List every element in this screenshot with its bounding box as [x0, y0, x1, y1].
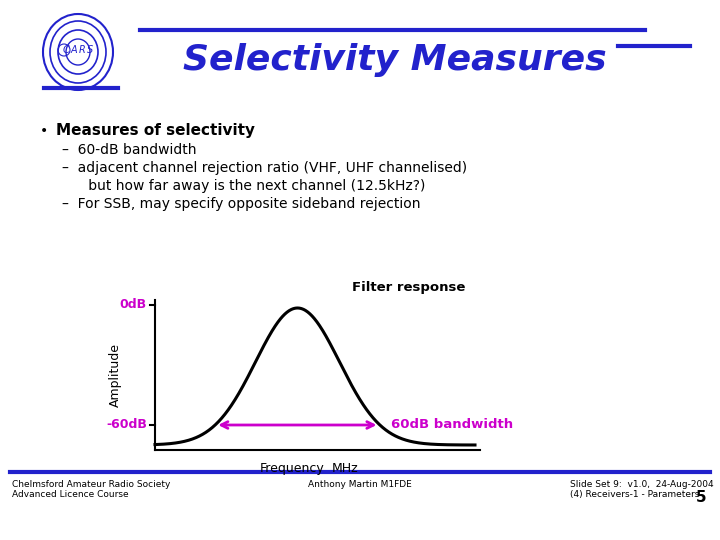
Text: Slide Set 9:  v1.0,  24-Aug-2004: Slide Set 9: v1.0, 24-Aug-2004 — [570, 480, 714, 489]
Text: R: R — [78, 45, 86, 55]
Text: but how far away is the next channel (12.5kHz?): but how far away is the next channel (12… — [62, 179, 426, 193]
Text: Advanced Licence Course: Advanced Licence Course — [12, 490, 129, 499]
Text: Anthony Martin M1FDE: Anthony Martin M1FDE — [308, 480, 412, 489]
Text: 60dB bandwidth: 60dB bandwidth — [392, 418, 513, 431]
Text: –  60-dB bandwidth: – 60-dB bandwidth — [62, 143, 197, 157]
Text: 5: 5 — [696, 490, 706, 505]
Text: (4) Receivers-1 - Parameters: (4) Receivers-1 - Parameters — [570, 490, 699, 499]
Text: Selectivity Measures: Selectivity Measures — [183, 43, 607, 77]
Text: •: • — [40, 124, 48, 138]
Text: C: C — [63, 45, 69, 55]
Text: –  adjacent channel rejection ratio (VHF, UHF channelised): – adjacent channel rejection ratio (VHF,… — [62, 161, 467, 175]
Text: MHz: MHz — [332, 462, 359, 475]
Text: 0dB: 0dB — [120, 299, 147, 312]
Text: Frequency: Frequency — [260, 462, 325, 475]
Text: Chelmsford Amateur Radio Society: Chelmsford Amateur Radio Society — [12, 480, 171, 489]
Text: A: A — [71, 45, 77, 55]
Text: -60dB: -60dB — [106, 418, 147, 431]
Text: Filter response: Filter response — [353, 281, 466, 294]
Text: Amplitude: Amplitude — [109, 343, 122, 407]
Text: Measures of selectivity: Measures of selectivity — [56, 123, 255, 138]
Text: –  For SSB, may specify opposite sideband rejection: – For SSB, may specify opposite sideband… — [62, 197, 420, 211]
Text: S: S — [87, 45, 93, 55]
